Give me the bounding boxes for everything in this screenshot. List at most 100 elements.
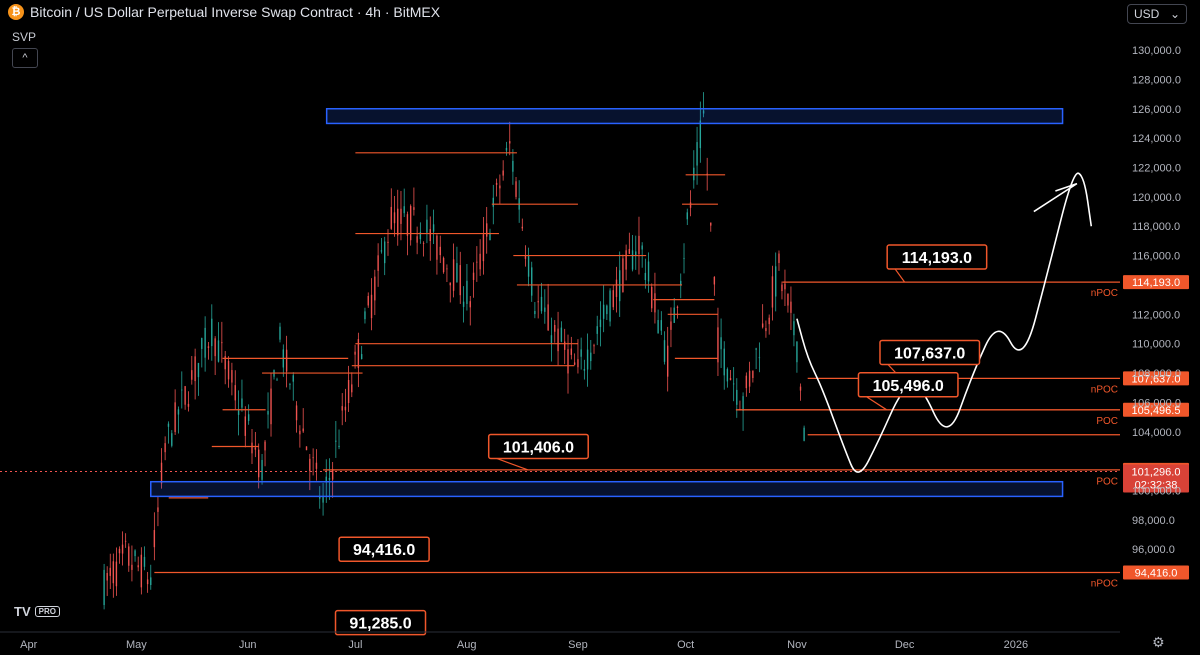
candle-body [462, 301, 465, 307]
candle-body [793, 321, 795, 336]
candle-body [403, 206, 405, 214]
candle-body [663, 340, 666, 362]
levels-layer: nPOC nPOC POC nPOC POC [0, 152, 1120, 590]
candle-body [654, 293, 656, 313]
candle-body [472, 272, 475, 280]
candle-body [492, 197, 494, 207]
collapse-indicators-button[interactable]: ^ [12, 48, 38, 68]
callout-pointer [496, 457, 528, 471]
candle-body [602, 304, 605, 319]
level-note: POC [1096, 416, 1118, 427]
candle-body [270, 388, 272, 425]
time-axis[interactable]: Apr May Jun Jul Aug Sep Oct Nov Dec 2026 [0, 631, 1120, 651]
chart-title: Bitcoin / US Dollar Perpetual Inverse Sw… [30, 4, 441, 20]
candle-body [660, 320, 663, 331]
candle-body [563, 341, 566, 350]
candle-body [577, 359, 579, 368]
candle-body [400, 208, 402, 224]
callout-label: 107,637.0 [894, 345, 965, 362]
price-tag [1123, 371, 1189, 386]
candle-body [106, 572, 108, 581]
zones-layer [150, 108, 1064, 498]
candle-body [157, 507, 159, 512]
callout-pointer [866, 396, 887, 411]
candle-body [328, 477, 331, 480]
candle-body [354, 351, 356, 355]
candle-body [489, 232, 491, 241]
candle-body [292, 375, 294, 382]
candle-body [625, 250, 627, 270]
candle-body [755, 348, 757, 350]
logo-mark: TV [14, 604, 31, 619]
y-tick-label: 106,000.0 [1132, 397, 1181, 409]
last-price-label: 101,296.0 [1132, 466, 1181, 478]
candle-body [322, 496, 324, 503]
callout-label: 91,285.0 [349, 616, 411, 633]
y-tick-label: 98,000.0 [1132, 515, 1175, 527]
candle-body [367, 296, 369, 306]
candle-body [524, 254, 527, 259]
candle-body [194, 356, 196, 382]
price-tag-label: 105,496.5 [1132, 405, 1181, 417]
y-tick-label: 100,000.0 [1132, 486, 1181, 498]
candle-body [364, 311, 366, 320]
candle-body [174, 402, 176, 432]
candle-body [112, 561, 115, 584]
candle-body [765, 328, 767, 332]
candle-body [241, 398, 243, 408]
candle-body [622, 258, 624, 292]
candle-body [374, 276, 376, 301]
candle-body [557, 328, 559, 352]
candle-body [103, 569, 105, 606]
candle-body [370, 294, 373, 319]
indicator-label[interactable]: SVP [12, 30, 37, 44]
x-tick-label: Apr [20, 639, 37, 651]
x-tick-label: Aug [457, 639, 477, 651]
projection-arrow [1033, 182, 1078, 213]
candle-body [631, 250, 634, 270]
price-tag [1123, 275, 1189, 290]
candle-body [344, 406, 347, 411]
candle-body [325, 476, 327, 483]
candle-body [191, 370, 193, 380]
candle-body [761, 323, 764, 328]
candles-layer [103, 92, 805, 610]
candle-body [377, 255, 379, 271]
demand-zone [150, 480, 1064, 498]
candle-body [502, 170, 504, 176]
candle-body [499, 185, 501, 189]
currency-select[interactable]: USD ⌄ [1127, 4, 1187, 24]
candle-body [515, 181, 517, 197]
supply-zone [325, 108, 1064, 125]
candle-body [742, 396, 744, 411]
candle-body [459, 265, 461, 296]
candle-body [171, 433, 173, 446]
candle-body [593, 345, 595, 347]
candle-body [781, 284, 783, 292]
y-tick-label: 120,000.0 [1132, 192, 1181, 204]
candle-body [128, 546, 130, 566]
price-tag [1123, 402, 1189, 417]
price-tag-label: 107,637.0 [1132, 373, 1181, 385]
candle-body [560, 327, 563, 342]
level-note: nPOC [1091, 288, 1118, 299]
candle-body [446, 268, 448, 270]
price-axis[interactable]: 114,193.0107,637.0105,496.5101,406.094,4… [1123, 45, 1189, 580]
candle-body [641, 245, 643, 250]
candle-body [693, 167, 695, 181]
candle-body [596, 326, 598, 334]
candle-body [452, 259, 455, 291]
candle-body [289, 384, 291, 385]
candle-body [204, 327, 206, 358]
candle-body [390, 206, 392, 229]
candle-body [676, 306, 679, 308]
candle-body [137, 565, 139, 568]
candle-body [638, 235, 640, 255]
callout-box [857, 372, 959, 398]
candle-body [699, 120, 702, 149]
candle-body [554, 324, 556, 332]
gear-icon[interactable]: ⚙ [1152, 634, 1165, 650]
y-tick-label: 126,000.0 [1132, 104, 1181, 116]
level-note: nPOC [1091, 579, 1118, 590]
